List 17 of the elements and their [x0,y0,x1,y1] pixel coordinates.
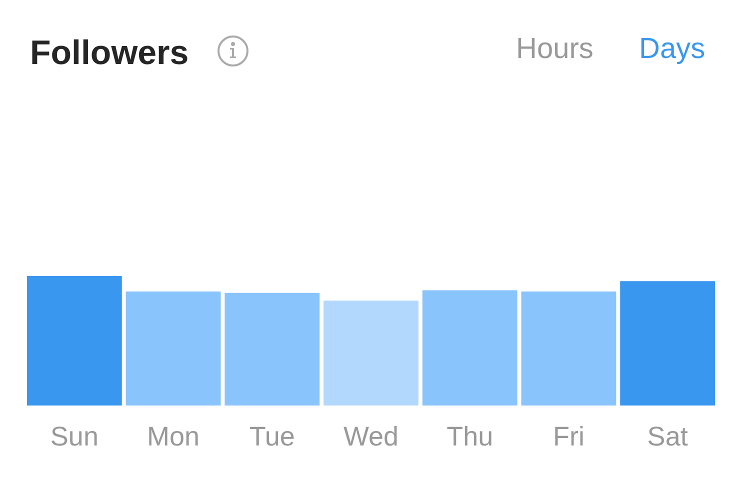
x-tick-label: Thu [446,421,494,452]
bar [126,292,221,406]
bar [422,290,518,406]
x-tick-label: Sat [647,421,688,452]
x-tick-label: Sun [50,421,98,452]
chart-title: Followers [30,34,189,72]
bar [620,281,716,406]
bar [224,292,320,406]
x-tick-label: Mon [147,421,200,452]
bar [26,276,122,406]
x-tick-label: Wed [343,421,399,452]
x-tick-label: Tue [249,421,295,452]
bar [324,300,418,406]
x-tick-label: Fri [552,421,584,452]
bar [521,292,616,406]
text: Hours [516,33,594,65]
text: Days [639,33,706,65]
